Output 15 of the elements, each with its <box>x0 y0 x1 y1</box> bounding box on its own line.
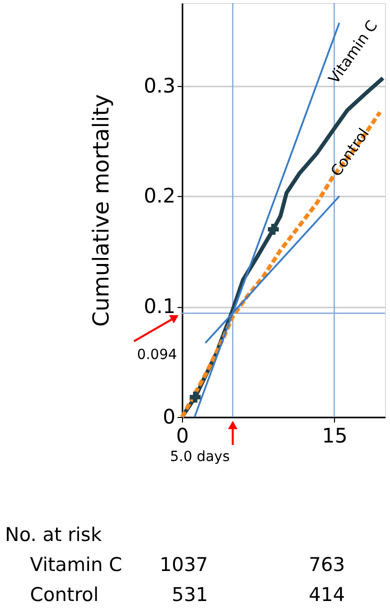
y-tick-label: 0 <box>162 404 176 428</box>
ref-line-label: 0.094 <box>136 347 178 364</box>
y-tick-label: 0.3 <box>144 73 176 98</box>
text: 763 <box>308 554 345 576</box>
y-tick-label: 0.2 <box>144 184 176 208</box>
text: 414 <box>308 584 345 606</box>
y-axis-title: Cumulative mortality <box>90 94 115 327</box>
text: Control <box>30 584 99 606</box>
text: 1037 <box>160 554 208 576</box>
ref-line-label: 5.0 days <box>170 449 230 465</box>
text: Vitamin C <box>30 554 122 576</box>
text: No. at risk <box>5 524 102 546</box>
y-tick-label: 0.1 <box>144 294 176 318</box>
text: 531 <box>172 584 208 606</box>
x-tick-label: 15 <box>322 424 348 448</box>
